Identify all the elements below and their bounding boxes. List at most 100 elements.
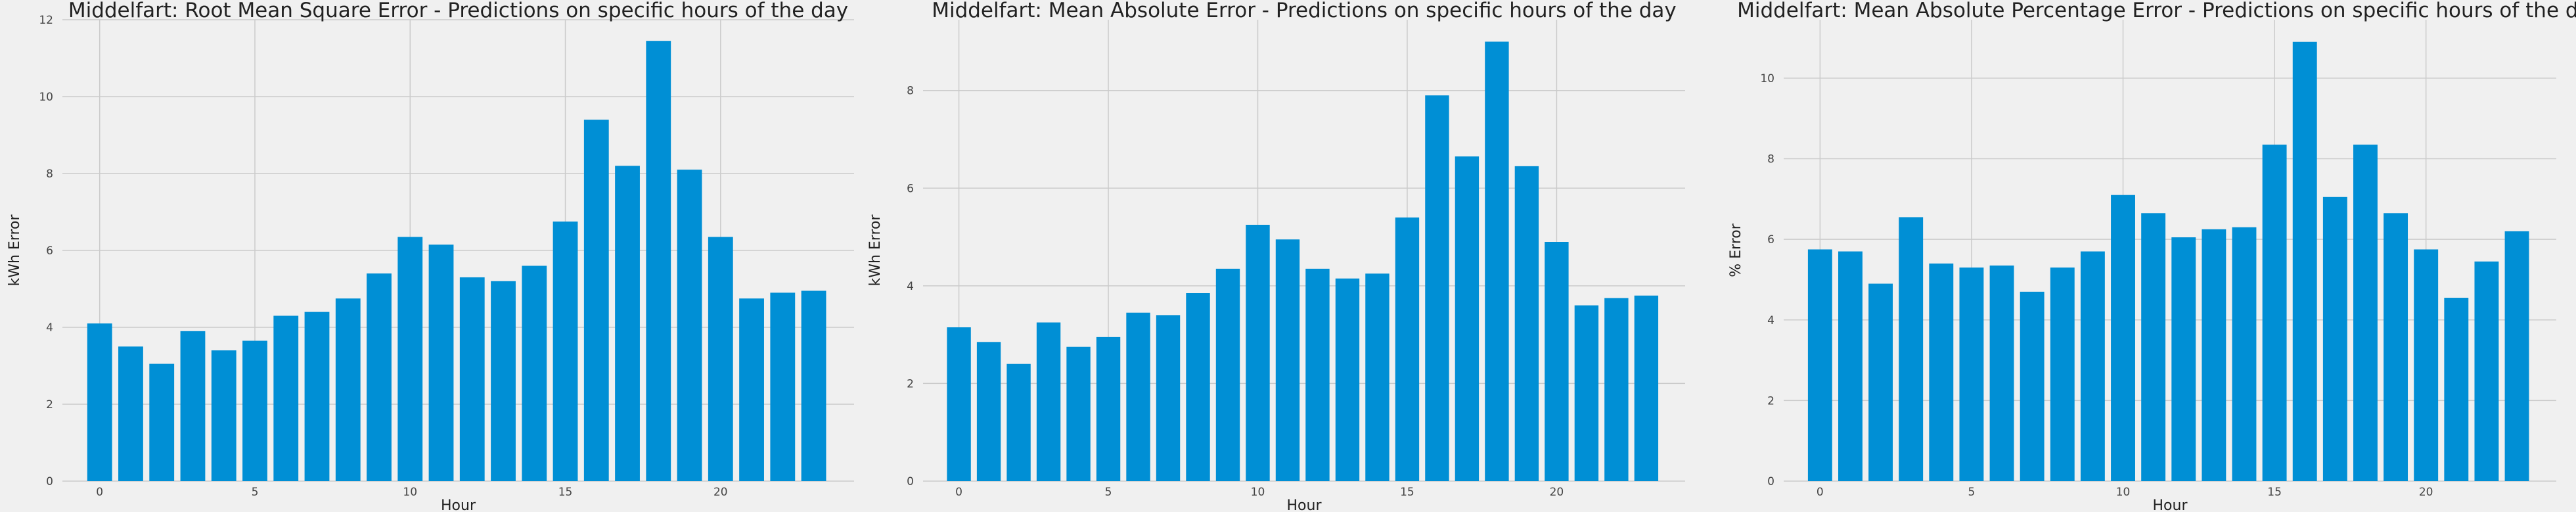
x-tick-label: 20 [2419,486,2433,499]
x-tick-label: 10 [1251,486,1265,499]
bar-hour-14 [522,266,547,481]
y-tick-label: 6 [907,182,914,195]
bar-hour-18 [646,41,671,482]
bar-hour-10 [397,237,423,481]
x-tick-label: 0 [1817,486,1824,499]
y-tick-label: 2 [1767,394,1774,407]
bar-hour-1 [976,342,1001,481]
bar-hour-8 [1186,293,1210,481]
y-tick-label: 8 [1767,153,1774,166]
y-tick-label: 0 [907,475,914,488]
x-axis-label: Hour [1287,498,1322,512]
bar-hour-0 [87,323,112,481]
y-tick-label: 2 [907,377,914,390]
bar-hour-19 [677,170,702,481]
y-tick-label: 2 [46,398,53,411]
x-tick-label: 5 [252,486,259,499]
chart-title: Middelfart: Root Mean Square Error - Pre… [68,0,848,22]
y-axis-label: kWh Error [7,214,23,287]
bar-hour-7 [1156,315,1181,481]
bar-hour-6 [273,315,299,481]
x-tick-label: 20 [1550,486,1564,499]
bar-hour-15 [553,221,578,481]
bar-hour-8 [2050,268,2075,481]
bar-hour-10 [2111,195,2135,481]
x-axis-label: Hour [441,498,476,512]
y-tick-label: 0 [1767,475,1774,488]
bar-hour-15 [1395,217,1420,481]
y-tick-label: 10 [1760,72,1774,85]
bar-hour-11 [428,244,454,481]
x-tick-label: 10 [403,486,417,499]
bar-hour-5 [1959,268,1984,481]
bar-hour-23 [2504,231,2529,481]
bar-hour-22 [2474,261,2499,481]
y-tick-label: 6 [46,244,53,258]
bar-hour-18 [2353,145,2378,481]
bar-hour-2 [1006,363,1031,481]
y-tick-label: 4 [46,321,53,335]
bar-hour-2 [149,363,175,481]
bar-hour-21 [2444,298,2469,481]
bar-hour-21 [1574,305,1599,481]
y-tick-label: 12 [39,14,53,27]
x-tick-label: 15 [1400,486,1414,499]
y-axis-label: % Error [1728,223,1744,277]
bar-hour-4 [1066,346,1091,481]
x-tick-label: 20 [713,486,728,499]
bar-hour-15 [2262,145,2287,481]
bar-hour-17 [615,166,640,482]
bar-hour-10 [1246,225,1270,481]
bar-hour-9 [1215,268,1240,481]
bar-hour-8 [335,298,361,481]
bar-hour-4 [1929,263,1954,481]
bar-hour-12 [1305,268,1330,481]
bar-hour-1 [118,346,143,481]
bar-hour-13 [2202,229,2226,481]
bar-hour-14 [2232,227,2257,481]
bar-hour-19 [1514,166,1539,481]
bar-hour-12 [459,277,485,481]
bar-hour-19 [2384,213,2408,481]
chart-panel-1: 0 2 4 6 8 10 12 0 5 10 15 20 Hour kWh Error Middelfart… [7,0,854,512]
bar-hour-14 [1365,273,1390,481]
bar-hour-22 [1604,298,1629,481]
bar-hour-6 [1126,312,1150,481]
y-tick-label: 10 [39,91,53,104]
bar-hour-7 [2020,291,2045,481]
bar-hour-9 [2080,251,2105,481]
bar-hour-23 [1634,295,1659,481]
bar-hour-20 [2414,249,2439,481]
bar-hour-3 [1899,217,1924,481]
x-tick-label: 5 [1968,486,1976,499]
x-tick-label: 10 [2116,486,2131,499]
bar-hour-20 [708,237,733,481]
bar-hour-18 [1485,41,1509,481]
y-tick-label: 0 [46,475,53,488]
x-tick-label: 5 [1105,486,1112,499]
bar-hour-13 [491,281,516,481]
bar-hour-17 [1455,156,1480,481]
bar-hour-11 [1275,239,1300,481]
bar-hour-7 [304,312,330,481]
bar-hour-1 [1838,251,1863,481]
bar-hour-3 [180,331,206,481]
bar-hour-21 [739,298,764,481]
y-tick-label: 8 [46,168,53,181]
y-tick-label: 6 [1767,233,1774,246]
y-tick-label: 8 [907,85,914,98]
bar-hour-17 [2322,197,2347,481]
bar-hour-16 [1425,95,1449,482]
bar-hour-22 [770,292,796,481]
x-axis-label: Hour [2153,498,2188,512]
y-tick-label: 4 [1767,314,1774,327]
x-tick-label: 0 [96,486,103,499]
bar-hour-13 [1335,278,1360,481]
bar-hour-6 [1989,265,2014,481]
chart-title: Middelfart: Mean Absolute Error - Predic… [932,0,1677,22]
bar-hour-0 [947,327,971,481]
bar-hour-23 [801,291,826,481]
x-tick-label: 15 [2267,486,2282,499]
chart-panel-3: 0 2 4 6 8 10 0 5 10 15 20 Hour % Error Middelfart: Me… [1728,0,2576,512]
bar-hour-11 [2141,213,2166,481]
